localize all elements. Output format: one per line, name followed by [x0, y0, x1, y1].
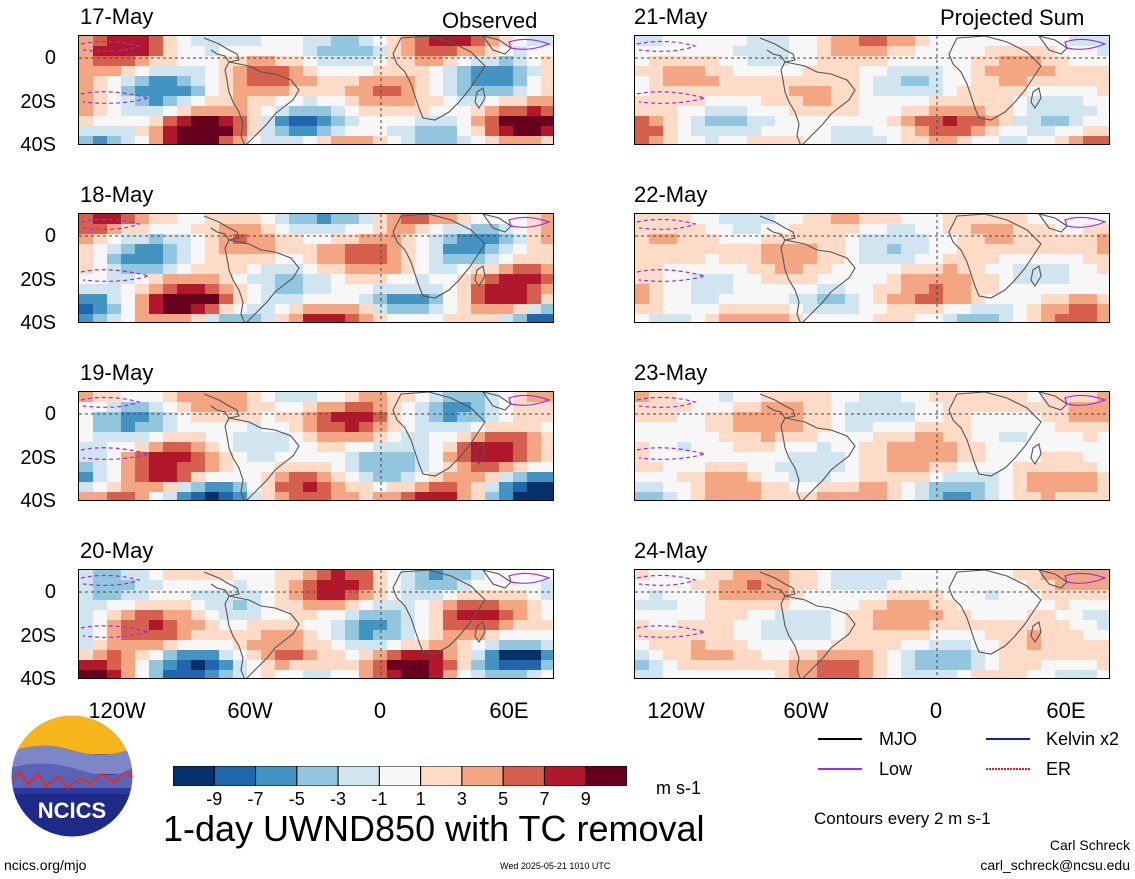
panel-date-obs-3: 19-May — [80, 360, 154, 385]
colorbar-tick-label: -7 — [247, 789, 264, 809]
lon-label-120w: 120W — [88, 698, 146, 723]
colorbar-swatch — [173, 766, 215, 786]
colorbar-tick-label: -1 — [371, 789, 388, 809]
panel-date-obs-2: 18-May — [80, 182, 154, 207]
colorbar-tick-label: 5 — [498, 789, 509, 809]
panel-date-proj-3: 23-May — [634, 360, 708, 385]
ncics-logo-text: NCICS — [38, 798, 106, 823]
lon-label-60w: 60W — [783, 698, 829, 723]
colorbar-swatch — [213, 766, 257, 786]
colorbar-tick-label: 3 — [456, 789, 467, 809]
lon-label-60e: 60E — [1046, 698, 1086, 723]
lon-label-0: 0 — [929, 698, 943, 723]
low-legend-label: Low — [879, 759, 913, 779]
lat-label-40s: 40S — [20, 490, 56, 512]
er-legend-label: ER — [1046, 759, 1072, 779]
panel-date-obs-4: 20-May — [80, 538, 154, 563]
lat-label-0: 0 — [44, 581, 56, 603]
panel-date-proj-1: 21-May — [634, 4, 708, 29]
kelvin-legend-label: Kelvin x2 — [1046, 729, 1120, 749]
colorbar-swatch — [296, 766, 339, 786]
footer-author: Carl Schreck — [1049, 837, 1130, 853]
lon-label-120w: 120W — [647, 698, 705, 723]
footer-timestamp: Wed 2025-05-21 1010 UTC — [500, 861, 611, 871]
lat-label-0: 0 — [44, 47, 56, 69]
colorbar-tick-label: 1 — [415, 789, 426, 809]
lat-label-20s: 20S — [20, 447, 56, 469]
colorbar-tick-label: 9 — [580, 789, 591, 809]
map-panel-proj-2 — [634, 213, 1110, 323]
colorbar-swatch — [585, 766, 627, 786]
colorbar-swatch — [255, 766, 298, 786]
colorbar-tick-label: 7 — [539, 789, 550, 809]
lon-label-60e: 60E — [489, 698, 529, 723]
lat-label-40s: 40S — [20, 312, 56, 334]
lat-label-20s: 20S — [20, 269, 56, 291]
footer-site: ncics.org/mjo — [4, 857, 87, 873]
main-title: 1-day UWND850 with TC removal — [163, 808, 705, 849]
colorbar-swatch — [378, 766, 422, 786]
lat-label-20s: 20S — [20, 91, 56, 113]
panel-date-proj-4: 24-May — [634, 538, 708, 563]
mjo-legend-label: MJO — [879, 729, 917, 749]
colorbar-swatch — [337, 766, 380, 786]
observed-column-title: Observed — [442, 8, 538, 33]
colorbar-swatch — [543, 766, 587, 786]
map-panel-proj-4 — [634, 569, 1110, 679]
colorbar — [173, 766, 627, 786]
colorbar-swatch — [461, 766, 504, 786]
lon-label-60w: 60W — [227, 698, 273, 723]
map-panel-proj-1 — [634, 35, 1110, 145]
colorbar-swatch — [502, 766, 545, 786]
panel-date-proj-2: 22-May — [634, 182, 708, 207]
panel-date-obs-1: 17-May — [80, 4, 154, 29]
lat-label-20s: 20S — [20, 625, 56, 647]
colorbar-swatch — [420, 766, 463, 786]
ncics-logo: NCICS — [10, 714, 134, 838]
colorbar-units: m s-1 — [656, 778, 701, 798]
contours-note: Contours every 2 m s-1 — [814, 809, 991, 828]
map-panel-obs-1 — [78, 35, 554, 145]
map-panel-obs-2 — [78, 213, 554, 323]
map-panel-proj-3 — [634, 391, 1110, 501]
map-panel-obs-4 — [78, 569, 554, 679]
lat-label-0: 0 — [44, 225, 56, 247]
map-panel-obs-3 — [78, 391, 554, 501]
colorbar-tick-label: -3 — [330, 789, 347, 809]
lat-label-0: 0 — [44, 403, 56, 425]
colorbar-tick-label: -9 — [206, 789, 223, 809]
colorbar-tick-label: -5 — [288, 789, 305, 809]
projected-column-title: Projected Sum — [940, 5, 1085, 30]
low-legend-line — [818, 768, 862, 770]
lat-label-40s: 40S — [20, 668, 56, 690]
lon-label-0: 0 — [373, 698, 387, 723]
kelvin-legend-line — [986, 738, 1030, 740]
lat-label-40s: 40S — [20, 134, 56, 156]
mjo-legend-line — [818, 738, 862, 740]
er-legend-line — [986, 768, 1030, 770]
footer-email: carl_schreck@ncsu.edu — [980, 857, 1130, 873]
